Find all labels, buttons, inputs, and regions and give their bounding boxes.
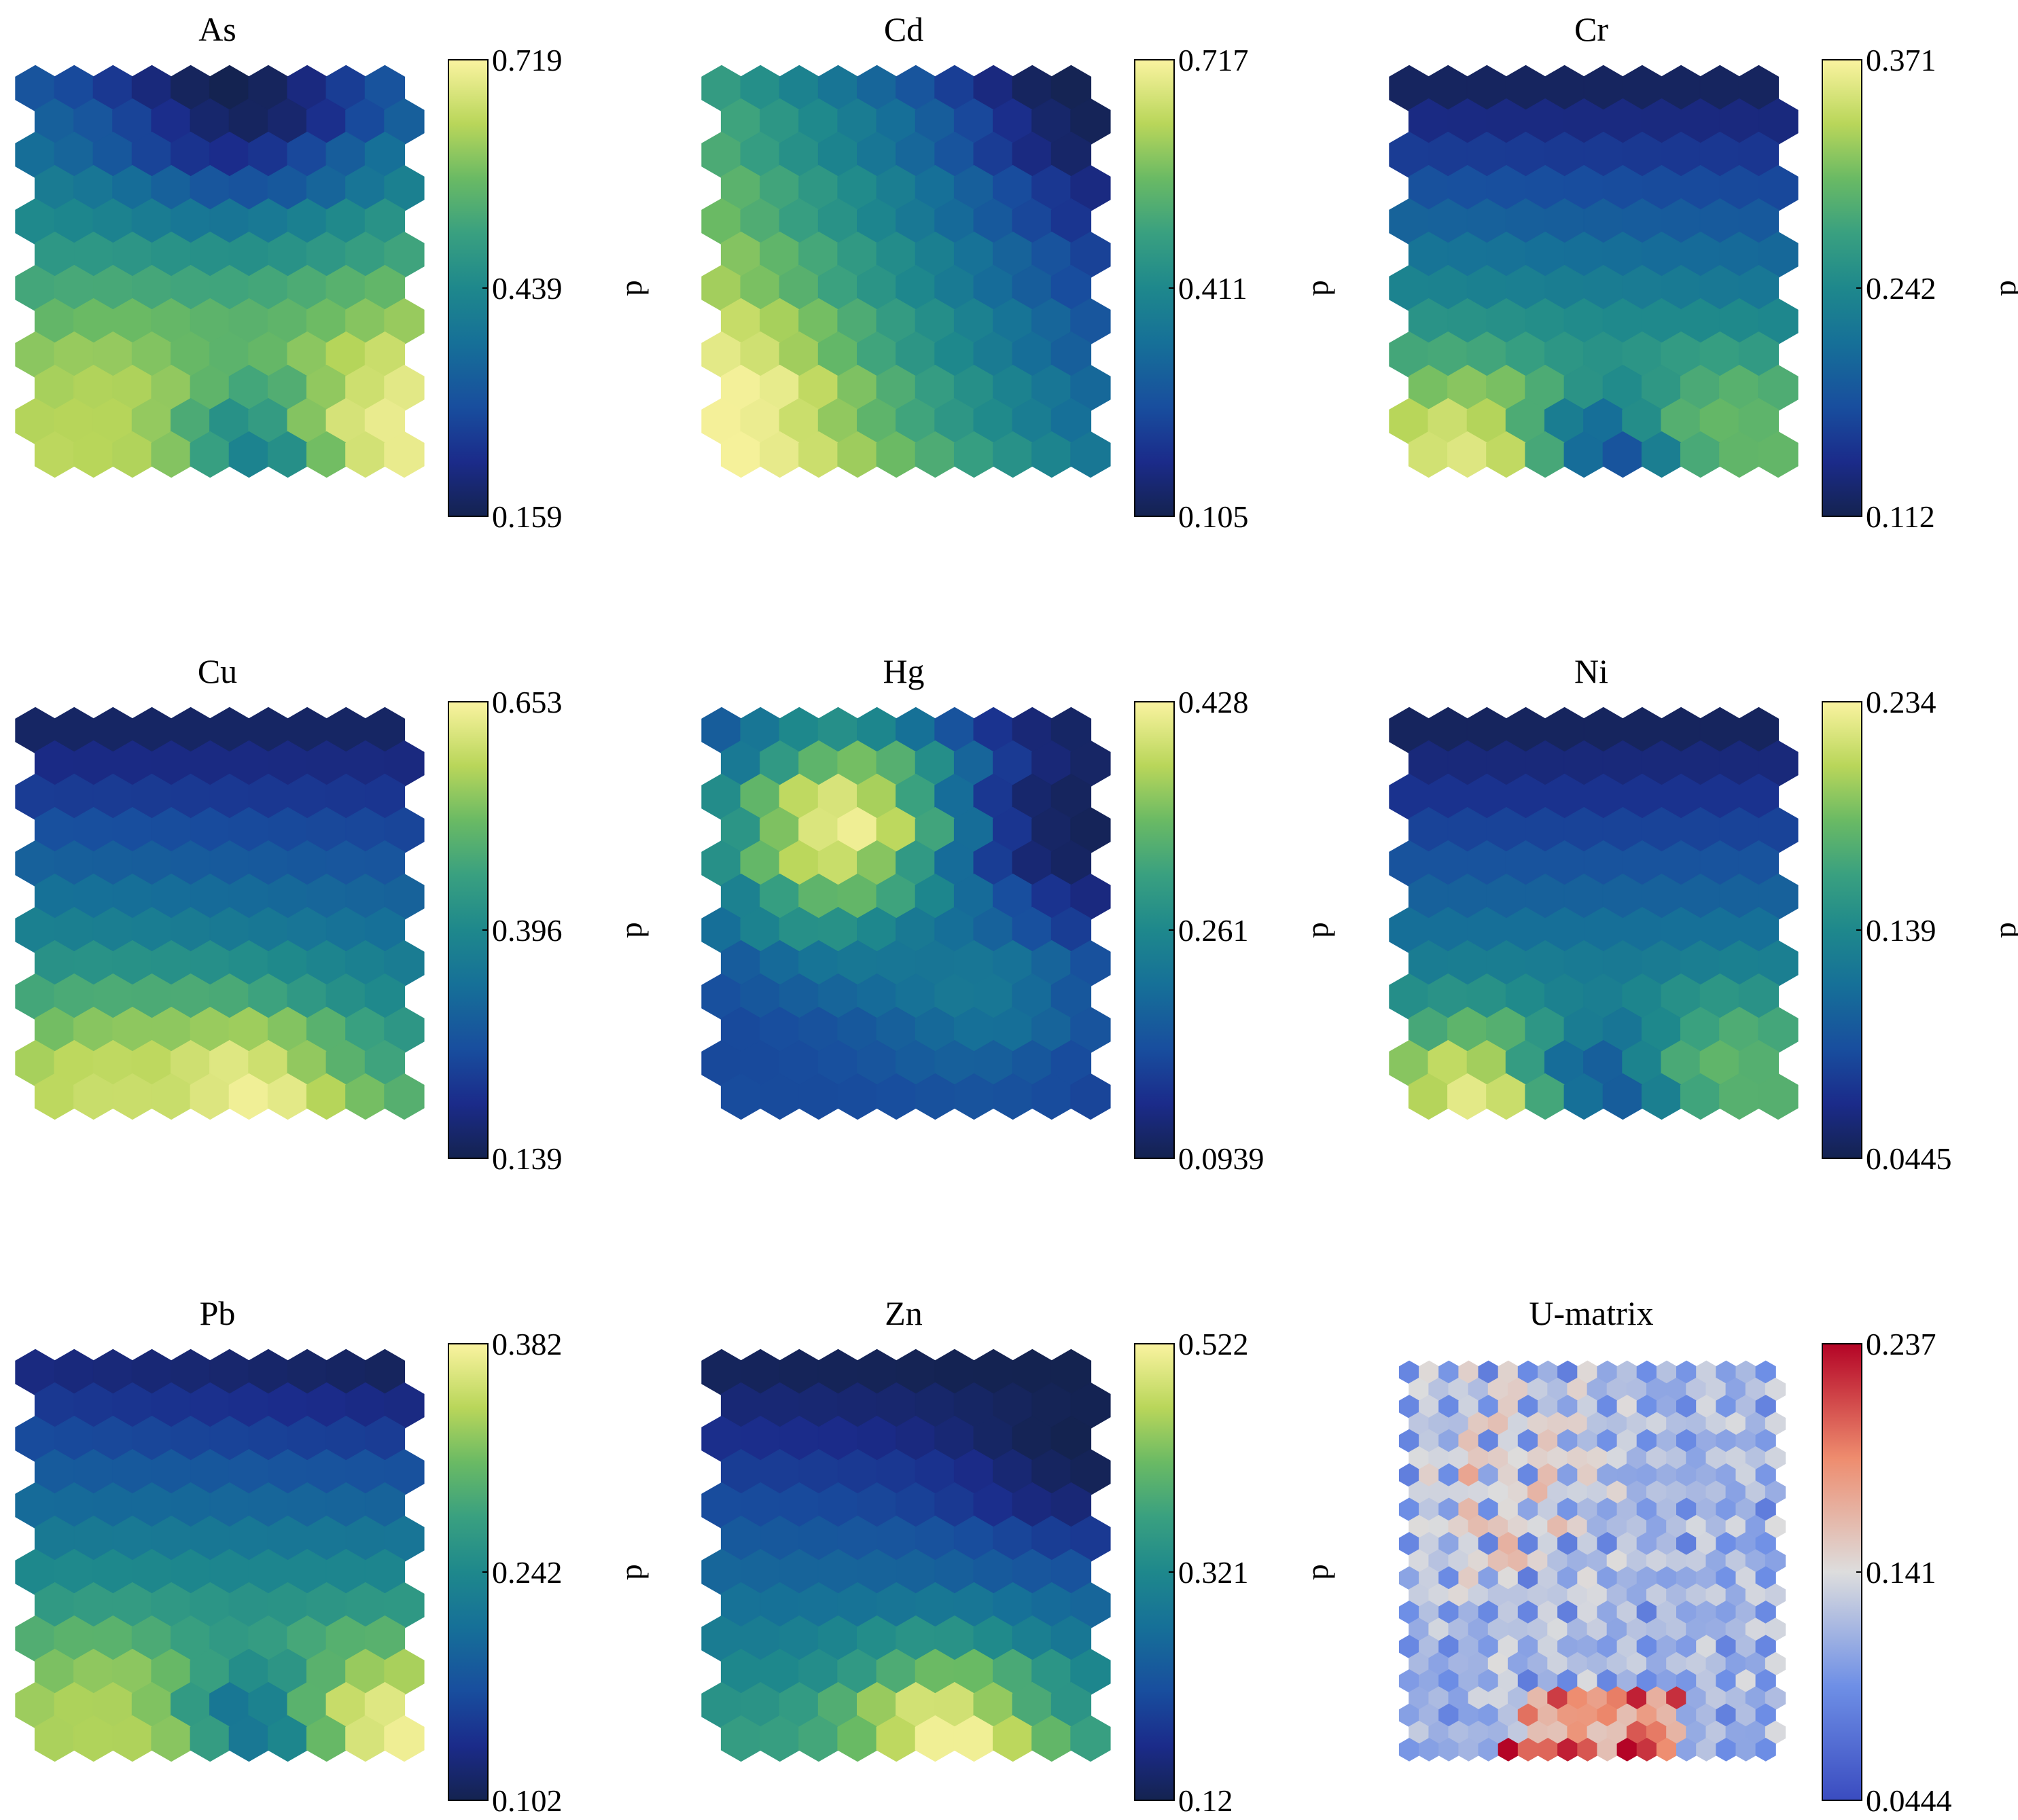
hex-cell (384, 1715, 425, 1762)
colorbar-tick-label: 0.0445 (1866, 1141, 1952, 1176)
hex-grid (1389, 65, 1799, 478)
colorbar-label: d (1994, 923, 2018, 938)
panel-title: As (198, 10, 236, 48)
colorbar-tick-label: 0.234 (1866, 685, 1936, 719)
colorbar-tick-label: 0.141 (1866, 1555, 1936, 1590)
colorbar-tick-label: 0.112 (1866, 499, 1935, 534)
colorbar-tick-label: 0.12 (1178, 1783, 1233, 1818)
hex-grid (15, 65, 425, 478)
panel-pb: Pb 0.102 0.242 0.382 d (15, 1294, 655, 1818)
colorbar-tick-label: 0.411 (1178, 271, 1247, 306)
panel-title: U-matrix (1529, 1294, 1653, 1332)
colorbar-label: d (1307, 281, 1341, 296)
colorbar-tick-label: 0.321 (1178, 1555, 1249, 1590)
hex-cell (384, 1073, 425, 1120)
colorbar-tick-label: 0.0444 (1866, 1783, 1952, 1818)
colorbar (1822, 1343, 1862, 1801)
colorbar-tick-label: 0.139 (492, 1141, 563, 1176)
colorbar (1134, 1343, 1175, 1801)
colorbar-tick-label: 0.382 (492, 1327, 563, 1361)
colorbar-label: d (1994, 281, 2018, 296)
colorbar-tick-label: 0.242 (492, 1555, 563, 1590)
panel-title: Hg (883, 652, 924, 690)
panel-title: Ni (1574, 652, 1608, 690)
panel-title: Cu (198, 652, 237, 690)
hex-grid (701, 707, 1111, 1120)
colorbar-tick-label: 0.139 (1866, 913, 1936, 948)
panel-zn: Zn 0.12 0.321 0.522 d (701, 1294, 1341, 1818)
colorbar-tick-label: 0.428 (1178, 685, 1249, 719)
colorbar-tick-label: 0.522 (1178, 1327, 1249, 1361)
panel-title: Cr (1574, 10, 1608, 48)
panel-cd: Cd 0.105 0.411 0.717 d (701, 10, 1341, 534)
hex-cell (1758, 431, 1799, 478)
hex-cell (384, 431, 425, 478)
colorbar (1822, 701, 1862, 1159)
colorbar-label: d (620, 281, 655, 296)
panel-cr: Cr 0.112 0.242 0.371 d (1389, 10, 2018, 534)
panels-group: As 0.159 0.439 0.719 d Cd 0.105 0.411 0.717 d Cr 0.… (15, 10, 2018, 1818)
colorbar-tick-label: 0.242 (1866, 271, 1936, 306)
hex-cell (1758, 1073, 1799, 1120)
panel-title: Zn (885, 1294, 923, 1332)
panel-cu: Cu 0.139 0.396 0.653 d (15, 652, 655, 1176)
colorbar-tick-label: 0.396 (492, 913, 563, 948)
colorbar-label: d (620, 923, 655, 938)
hex-grid (15, 707, 425, 1120)
colorbar (1134, 59, 1175, 517)
colorbar-label: d (620, 1565, 655, 1580)
hex-grid (15, 1349, 425, 1762)
colorbar-tick-label: 0.717 (1178, 43, 1249, 77)
hex-grid (701, 1349, 1111, 1762)
colorbar-label: d (1307, 923, 1341, 938)
panel-u-matrix: U-matrix 0.0444 0.141 0.237 (1398, 1294, 1952, 1818)
hex-grid (1398, 1360, 1786, 1762)
panel-hg: Hg 0.0939 0.261 0.428 d (701, 652, 1341, 1176)
colorbar-tick-label: 0.653 (492, 685, 563, 719)
panel-title: Pb (200, 1294, 236, 1332)
colorbar-tick-label: 0.105 (1178, 499, 1249, 534)
colorbar-tick-label: 0.159 (492, 499, 563, 534)
hex-cell (1070, 1715, 1111, 1762)
colorbar-tick-label: 0.102 (492, 1783, 563, 1818)
hex-cell (1755, 1738, 1776, 1762)
panel-as: As 0.159 0.439 0.719 d (15, 10, 655, 534)
hex-cell (1070, 1073, 1111, 1120)
colorbar-tick-label: 0.237 (1866, 1327, 1936, 1361)
colorbar-label: d (1307, 1565, 1341, 1580)
colorbar (1822, 59, 1862, 517)
colorbar-tick-label: 0.719 (492, 43, 563, 77)
colorbar-tick-label: 0.439 (492, 271, 563, 306)
colorbar-tick-label: 0.0939 (1178, 1141, 1264, 1176)
hex-cell (1070, 431, 1111, 478)
colorbar (448, 1343, 489, 1801)
hex-grid (701, 65, 1111, 478)
hex-grid (1389, 707, 1799, 1120)
panel-title: Cd (884, 10, 923, 48)
colorbar-tick-label: 0.371 (1866, 43, 1936, 77)
colorbar (1134, 701, 1175, 1159)
panel-ni: Ni 0.0445 0.139 0.234 d (1389, 652, 2018, 1176)
colorbar (448, 59, 489, 517)
colorbar-tick-label: 0.261 (1178, 913, 1249, 948)
colorbar (448, 701, 489, 1159)
